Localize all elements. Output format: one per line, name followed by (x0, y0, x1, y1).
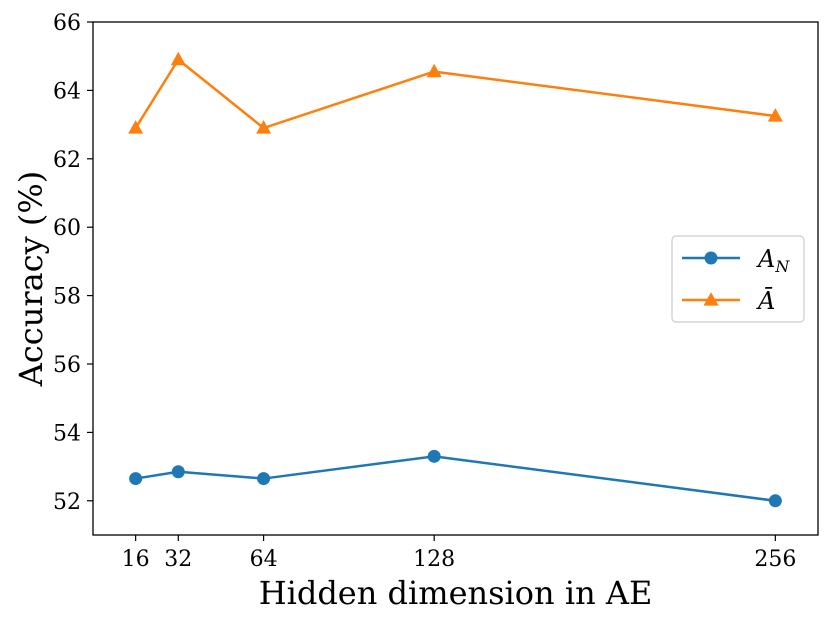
x-axis-title: Hidden dimension in AE (259, 574, 653, 612)
data-point (170, 51, 186, 66)
data-point (427, 449, 441, 463)
y-tick-label: 64 (53, 79, 81, 104)
x-tick-label: 32 (164, 547, 192, 572)
data-point (128, 120, 144, 134)
legend: AN Ā (671, 235, 805, 323)
x-tick-label: 128 (413, 547, 455, 572)
y-tick-label: 56 (53, 353, 81, 378)
plot-frame (92, 21, 819, 536)
legend-marker (703, 292, 719, 306)
series-line-2 (134, 58, 776, 130)
data-point (768, 494, 782, 508)
legend-label: Ā (756, 287, 775, 315)
y-axis-title: Accuracy (%) (12, 171, 50, 387)
y-tick-label: 52 (53, 490, 81, 515)
plot-markers (128, 51, 783, 508)
x-tick-label: 256 (754, 547, 796, 572)
legend-box (671, 235, 805, 323)
data-point (256, 120, 272, 134)
y-tick-label: 66 (53, 11, 81, 36)
data-point (426, 63, 442, 78)
series-line-1 (135, 455, 776, 503)
legend-item: AN (682, 245, 790, 276)
x-tick-label: 64 (250, 547, 278, 572)
data-point (171, 465, 185, 479)
y-tick-label: 60 (53, 216, 81, 241)
legend-label: AN (756, 245, 790, 276)
x-axis-ticks: 16 32 64 128 256 (122, 535, 796, 572)
legend-marker (704, 251, 718, 265)
y-axis-ticks: 52 54 56 58 60 62 64 66 (53, 11, 93, 515)
y-tick-label: 62 (53, 148, 81, 173)
y-tick-label: 54 (53, 421, 81, 446)
data-point (767, 108, 783, 122)
x-tick-label: 16 (122, 547, 150, 572)
y-tick-label: 58 (53, 285, 81, 310)
data-point (257, 472, 271, 486)
data-point (129, 472, 143, 486)
legend-item: Ā (682, 287, 775, 315)
